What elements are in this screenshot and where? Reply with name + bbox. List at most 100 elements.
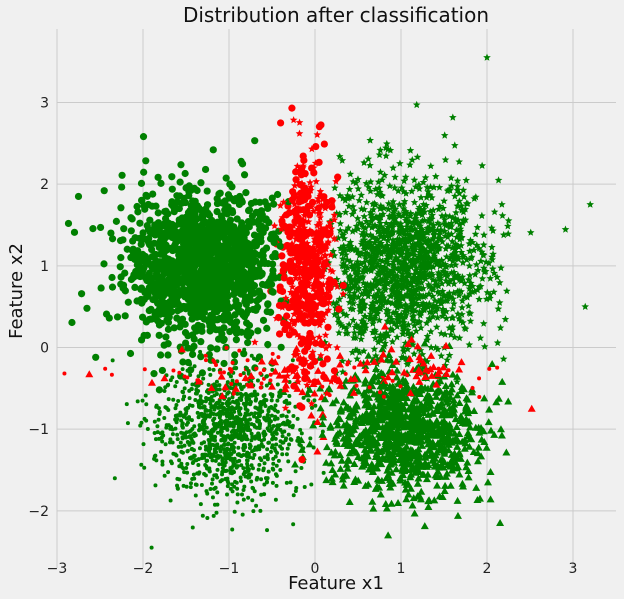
data-point-star bbox=[448, 314, 456, 322]
data-point-star bbox=[412, 263, 420, 272]
data-point-dot bbox=[239, 463, 244, 468]
data-point-star bbox=[493, 273, 501, 281]
data-point-star bbox=[499, 231, 508, 239]
data-point-triangle bbox=[313, 447, 322, 455]
data-point-triangle bbox=[387, 345, 396, 353]
data-point-dot bbox=[219, 425, 224, 430]
data-point-star bbox=[359, 319, 367, 328]
data-point-circle bbox=[144, 286, 152, 295]
data-point-star bbox=[354, 261, 362, 269]
data-point-star bbox=[355, 284, 363, 292]
data-point-star bbox=[383, 225, 391, 233]
data-point-dot bbox=[275, 382, 280, 387]
data-point-circle bbox=[232, 336, 240, 344]
data-point-star bbox=[480, 231, 488, 239]
data-point-circle bbox=[184, 332, 192, 340]
data-point-dot bbox=[211, 513, 216, 518]
data-point-triangle bbox=[332, 396, 341, 404]
data-point-dot bbox=[245, 450, 250, 455]
data-point-dot bbox=[262, 461, 267, 466]
data-point-triangle bbox=[370, 357, 379, 365]
data-point-circle bbox=[240, 276, 248, 284]
data-point-dot bbox=[287, 394, 292, 399]
data-point-dot bbox=[205, 408, 210, 413]
data-point-dot bbox=[229, 433, 234, 438]
data-point-star bbox=[460, 324, 469, 332]
data-point-triangle bbox=[496, 518, 505, 526]
data-point-star bbox=[440, 219, 449, 228]
data-point-star bbox=[367, 305, 376, 314]
data-point-triangle bbox=[333, 439, 342, 447]
data-point-star bbox=[426, 191, 434, 199]
data-point-triangle bbox=[381, 500, 390, 508]
data-point-triangle bbox=[331, 447, 340, 455]
data-point-dot bbox=[253, 411, 258, 416]
data-point-circle bbox=[113, 313, 122, 321]
data-point-circle bbox=[107, 229, 115, 237]
data-point-star bbox=[400, 255, 409, 263]
data-point-triangle bbox=[404, 405, 413, 413]
data-point-star bbox=[383, 310, 391, 318]
data-point-dot bbox=[185, 448, 190, 453]
data-point-dot bbox=[284, 480, 289, 485]
data-point-circle bbox=[219, 336, 228, 345]
data-point-circle bbox=[154, 209, 162, 217]
data-point-dot bbox=[188, 485, 193, 490]
data-point-dot bbox=[239, 387, 244, 392]
data-point-star bbox=[475, 244, 483, 252]
data-point-circle bbox=[100, 187, 108, 195]
data-point-dot bbox=[272, 430, 277, 435]
data-point-star bbox=[388, 287, 397, 295]
data-point-star bbox=[497, 263, 505, 272]
data-point-dot bbox=[293, 488, 298, 493]
data-point-triangle bbox=[445, 411, 454, 419]
data-point-star bbox=[489, 226, 497, 234]
data-point-dot bbox=[245, 394, 250, 399]
data-point-star bbox=[341, 196, 349, 204]
data-point-star bbox=[490, 288, 498, 296]
data-point-circle bbox=[230, 272, 238, 280]
data-point-star bbox=[423, 183, 431, 191]
data-point-circle bbox=[236, 270, 245, 278]
data-point-star bbox=[400, 347, 408, 355]
data-point-circle bbox=[222, 174, 230, 182]
data-point-star bbox=[423, 332, 432, 340]
data-point-circle bbox=[141, 273, 149, 282]
data-point-star bbox=[475, 295, 483, 303]
data-point-star bbox=[455, 157, 463, 165]
data-point-star bbox=[386, 212, 394, 220]
data-point-star bbox=[402, 305, 411, 313]
data-point-circle bbox=[183, 257, 192, 265]
data-point-star bbox=[417, 243, 426, 252]
data-point-star bbox=[412, 294, 420, 302]
data-point-star bbox=[465, 239, 474, 247]
data-point-star bbox=[376, 219, 385, 227]
data-point-dot bbox=[233, 419, 238, 424]
data-point-star bbox=[408, 235, 417, 243]
data-point-star bbox=[499, 355, 508, 363]
data-point-circle bbox=[144, 225, 153, 233]
data-point-star bbox=[420, 293, 428, 301]
data-point-star bbox=[376, 232, 385, 240]
data-point-dot bbox=[309, 482, 314, 487]
data-point-star bbox=[422, 201, 430, 209]
data-point-star bbox=[488, 255, 496, 263]
data-point-triangle bbox=[361, 426, 370, 434]
data-point-dot bbox=[243, 404, 248, 409]
data-point-star bbox=[408, 225, 416, 233]
data-point-dot bbox=[193, 397, 198, 402]
data-point-star bbox=[477, 257, 485, 265]
data-point-dot bbox=[184, 484, 189, 489]
data-point-star bbox=[466, 247, 474, 255]
data-point-circle bbox=[188, 213, 196, 221]
data-point-circle bbox=[154, 173, 162, 181]
data-point-triangle bbox=[316, 384, 325, 392]
data-point-dot bbox=[257, 447, 262, 452]
data-point-star bbox=[451, 192, 459, 200]
data-point-circle bbox=[226, 180, 234, 188]
data-point-dot bbox=[256, 467, 261, 472]
data-point-triangle bbox=[464, 406, 473, 414]
data-point-circle bbox=[141, 252, 150, 261]
data-point-star bbox=[379, 234, 388, 242]
data-point-triangle bbox=[496, 425, 505, 433]
